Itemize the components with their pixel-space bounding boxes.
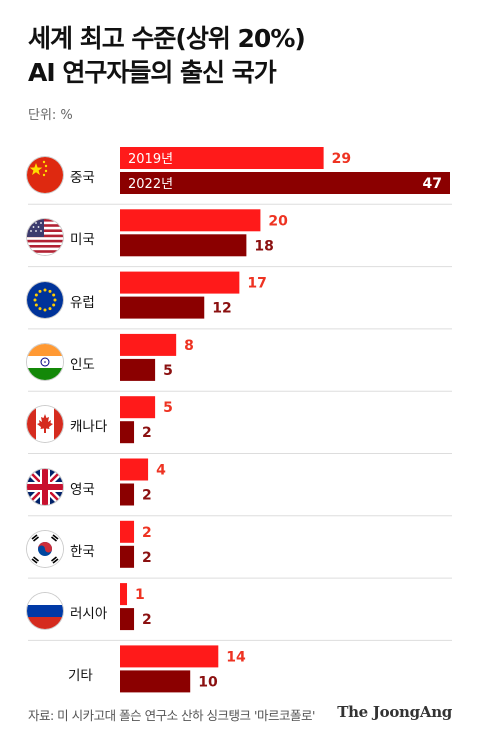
- bar-2022: [120, 296, 205, 319]
- bar-2019: [120, 271, 240, 294]
- bar-2022: [120, 172, 450, 194]
- category-label: 한국: [70, 543, 95, 560]
- russia-flag-icon: [27, 593, 63, 630]
- value-label: 5: [163, 400, 173, 416]
- bar-2019: [120, 645, 219, 668]
- value-label: 20: [268, 213, 288, 229]
- value-label: 47: [423, 176, 442, 192]
- value-label: 4: [156, 463, 166, 479]
- series-label: 2019년: [128, 152, 173, 167]
- bar-2019: [120, 396, 156, 419]
- value-label: 2: [142, 550, 152, 566]
- bar-2019: [120, 583, 128, 606]
- bar-2019: [120, 458, 149, 481]
- value-label: 17: [247, 276, 266, 292]
- bar-2019: [120, 520, 135, 543]
- canada-flag-icon: [27, 406, 63, 443]
- value-label: 12: [212, 301, 231, 317]
- value-label: 2: [142, 525, 152, 541]
- category-label: 영국: [70, 481, 95, 498]
- bar-2022: [120, 670, 191, 693]
- value-label: 2: [142, 488, 152, 504]
- uk-flag-icon: [27, 468, 63, 505]
- china-flag-icon: [27, 157, 63, 193]
- chart-title: 세계 최고 수준(상위 20%) AI 연구자들의 출신 국가: [28, 22, 306, 90]
- category-label: 미국: [70, 232, 95, 249]
- category-label: 캐나다: [70, 419, 108, 436]
- eu-flag-icon: [27, 281, 63, 318]
- brand-logo: The JoongAng: [337, 703, 452, 721]
- value-label: 1: [135, 587, 145, 603]
- category-label: 중국: [70, 170, 95, 186]
- value-label: 18: [254, 238, 273, 254]
- india-flag-icon: [27, 343, 63, 380]
- bar-2019: [120, 209, 261, 232]
- value-label: 29: [332, 151, 351, 167]
- korea-flag-icon: [27, 530, 63, 567]
- value-label: 8: [184, 338, 194, 354]
- usa-flag-icon: [27, 219, 63, 256]
- value-label: 2: [142, 612, 152, 628]
- category-label: 러시아: [70, 606, 108, 623]
- value-label: 2: [142, 425, 152, 441]
- category-label: 인도: [70, 356, 95, 373]
- bar-2022: [120, 483, 135, 506]
- category-label: 유럽: [70, 294, 95, 311]
- bar-2022: [120, 545, 135, 568]
- value-label: 5: [163, 363, 173, 379]
- unit-label: 단위: %: [28, 108, 73, 123]
- source-note: 자료: 미 시카고대 폴슨 연구소 산하 싱크탱크 '마르코폴로': [28, 708, 315, 723]
- bar-2022: [120, 358, 156, 381]
- bar-2022: [120, 608, 135, 631]
- series-label: 2022년: [128, 177, 173, 192]
- bar-2022: [120, 234, 247, 257]
- title-line-1: 세계 최고 수준(상위 20%): [28, 24, 306, 53]
- bar-2022: [120, 421, 135, 444]
- value-label: 10: [198, 674, 218, 690]
- title-line-2: AI 연구자들의 출신 국가: [28, 58, 277, 87]
- bar-2019: [120, 333, 177, 356]
- bar-2019: [120, 147, 324, 169]
- value-label: 14: [226, 649, 246, 665]
- category-label: 기타: [68, 668, 93, 685]
